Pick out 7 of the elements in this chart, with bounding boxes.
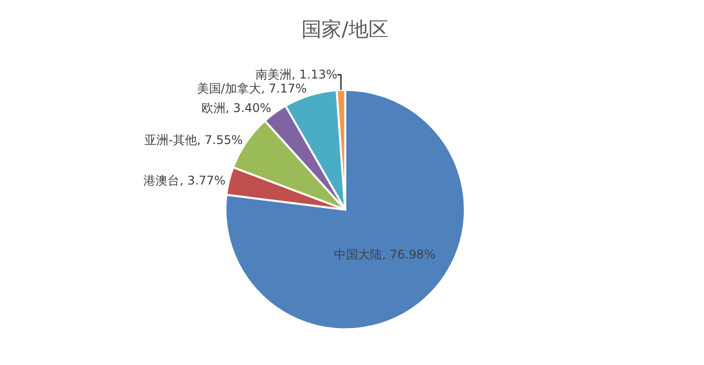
slice-label: 欧洲, 3.40% xyxy=(202,101,272,116)
slice-label: 中国大陆, 76.98% xyxy=(334,247,436,262)
slice-label: 南美洲, 1.13% xyxy=(256,68,338,82)
chart-title: 国家/地区 xyxy=(302,16,388,41)
slice-label: 美国/加拿大, 7.17% xyxy=(196,82,307,96)
slice-label: 亚洲-其他, 7.55% xyxy=(144,132,243,147)
slice-label: 港澳台, 3.77% xyxy=(144,173,226,188)
